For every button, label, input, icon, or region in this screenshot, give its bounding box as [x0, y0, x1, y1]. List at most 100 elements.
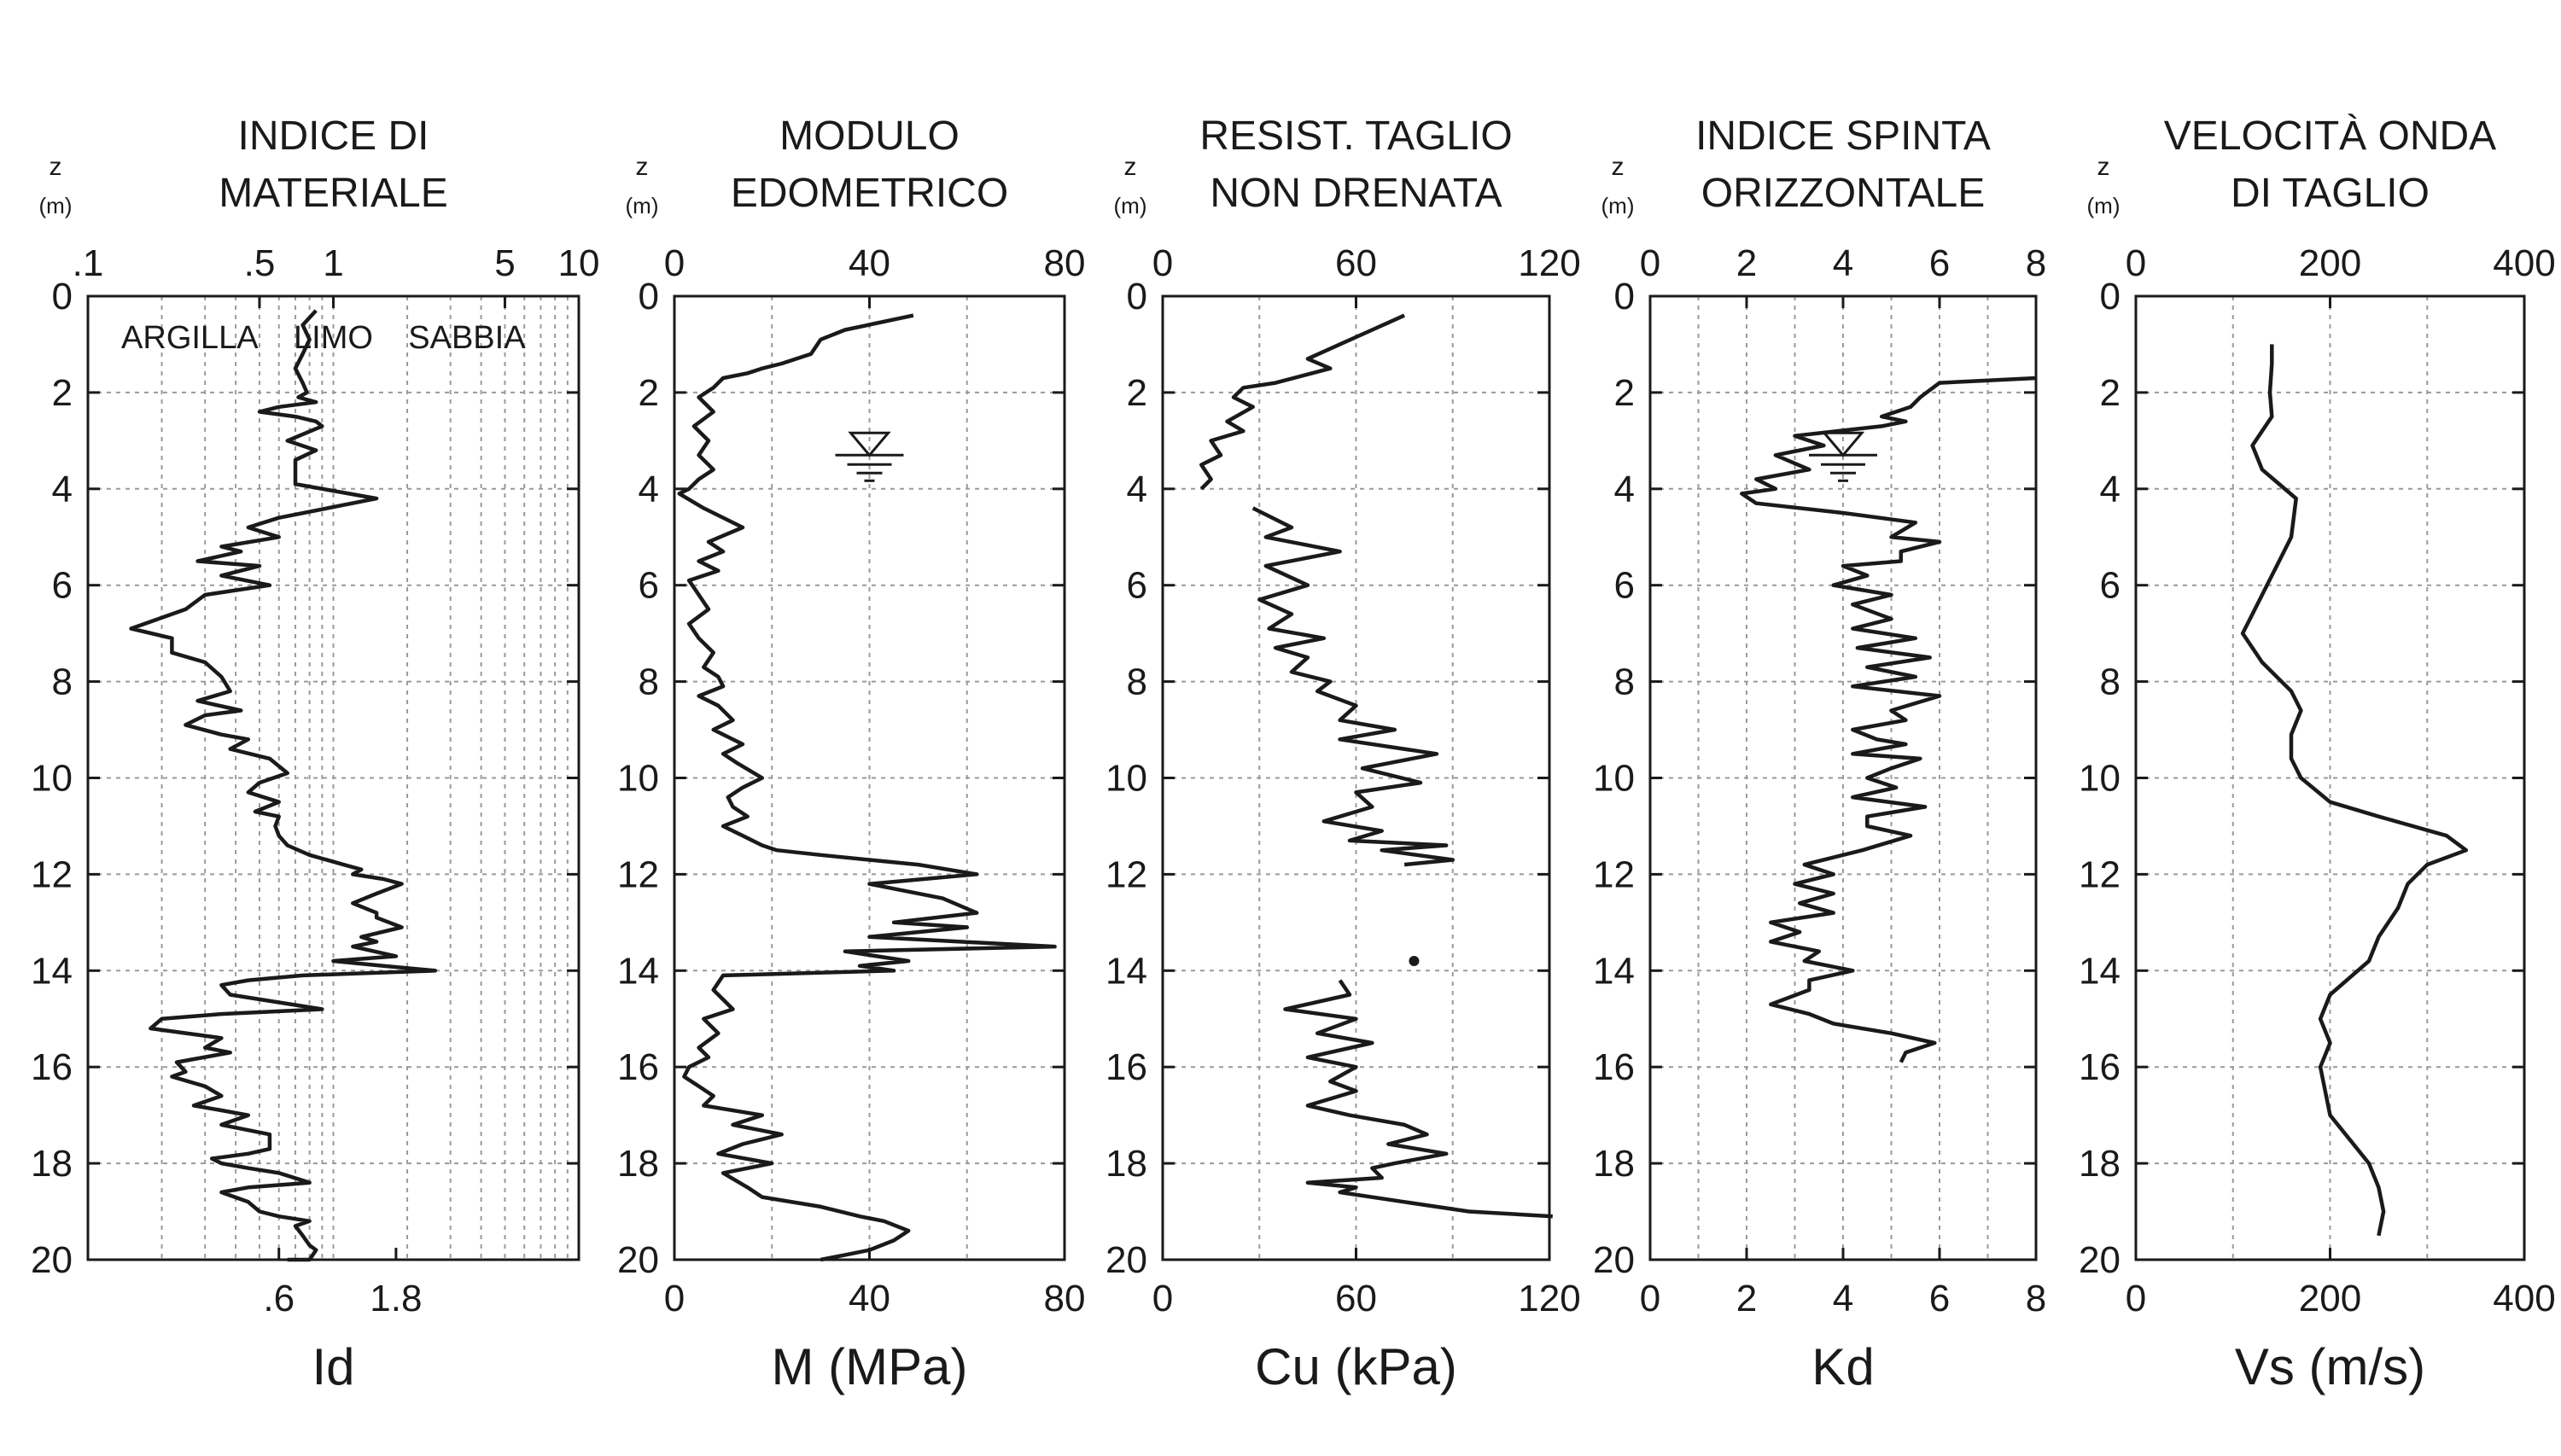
- y-tick-label: 14: [1593, 950, 1635, 992]
- z-axis-label: z: [1612, 153, 1625, 181]
- panel-4: INDICE SPINTAORIZZONTALEz(m)024681012141…: [1593, 114, 2046, 1395]
- z-axis-label: z: [636, 153, 649, 181]
- y-tick-label: 14: [617, 950, 659, 992]
- x-tick-label-top: 40: [849, 242, 890, 284]
- x-tick-label-top: 2: [1736, 242, 1757, 284]
- y-tick-label: 12: [1105, 853, 1147, 895]
- data-point: [1409, 956, 1420, 967]
- x-tick-label-bottom: 1.8: [370, 1278, 422, 1319]
- y-tick-label: 20: [1105, 1239, 1147, 1281]
- water-table-symbol: [835, 431, 904, 482]
- y-tick-label: 8: [639, 661, 659, 703]
- water-table-triangle: [1821, 431, 1865, 457]
- x-tick-label-top: 0: [1640, 242, 1660, 284]
- panel-title-line: EDOMETRICO: [731, 171, 1008, 216]
- y-tick-label: 10: [617, 758, 659, 800]
- y-tick-label: 10: [31, 758, 73, 800]
- y-tick-label: 2: [639, 372, 659, 414]
- y-tick-label: 10: [1593, 758, 1635, 800]
- z-axis-label: z: [2097, 153, 2110, 181]
- panel-title-line: INDICE SPINTA: [1695, 114, 1991, 159]
- x-tick-label-bottom: 8: [2026, 1278, 2046, 1319]
- panel-title-line: RESIST. TAGLIO: [1199, 114, 1512, 159]
- y-tick-label: 18: [617, 1143, 659, 1185]
- x-tick-label-top: 5: [494, 242, 515, 284]
- x-axis-title: M (MPa): [772, 1338, 968, 1395]
- x-tick-label-bottom: 200: [2299, 1278, 2361, 1319]
- panel-title-line: ORIZZONTALE: [1701, 171, 1985, 216]
- panel-title-line: MODULO: [779, 114, 960, 159]
- y-tick-label: 20: [617, 1239, 659, 1281]
- x-axis-title: Kd: [1811, 1338, 1874, 1395]
- y-tick-label: 12: [2079, 853, 2121, 895]
- x-tick-label-top: 400: [2493, 242, 2555, 284]
- profile-series-line: [677, 313, 1057, 1262]
- panel-2: MODULOEDOMETRICOz(m)02468101214161820004…: [617, 114, 1085, 1395]
- panel-title-line: MATERIALE: [219, 171, 448, 216]
- z-axis-label: z: [1124, 153, 1137, 181]
- y-tick-label: 2: [1614, 372, 1635, 414]
- x-tick-label-top: .1: [73, 242, 104, 284]
- z-axis-unit: (m): [1114, 193, 1147, 218]
- x-tick-label-bottom: 4: [1833, 1278, 1853, 1319]
- y-tick-label: 14: [2079, 950, 2121, 992]
- x-tick-label-top: 6: [1929, 242, 1950, 284]
- x-tick-label-top: 8: [2026, 242, 2046, 284]
- x-tick-label-top: .5: [244, 242, 276, 284]
- x-tick-label-top: 0: [1152, 242, 1173, 284]
- profile-series-line: [129, 309, 438, 1262]
- y-tick-label: 8: [2100, 661, 2121, 703]
- y-tick-label: 6: [1127, 565, 1147, 607]
- x-tick-label-bottom: 0: [1152, 1278, 1173, 1319]
- y-tick-label: 6: [639, 565, 659, 607]
- x-tick-label-bottom: 0: [664, 1278, 685, 1319]
- y-tick-label: 16: [1593, 1046, 1635, 1088]
- y-tick-label: 18: [31, 1143, 73, 1185]
- x-tick-label-bottom: 0: [2126, 1278, 2146, 1319]
- y-tick-label: 4: [639, 469, 659, 510]
- x-tick-label-top: 4: [1833, 242, 1853, 284]
- y-tick-label: 0: [2100, 276, 2121, 317]
- x-tick-label-bottom: .6: [263, 1278, 295, 1319]
- y-tick-label: 16: [1105, 1046, 1147, 1088]
- y-tick-label: 6: [1614, 565, 1635, 607]
- y-tick-label: 16: [31, 1046, 73, 1088]
- y-tick-label: 8: [52, 661, 73, 703]
- y-tick-label: 2: [1127, 372, 1147, 414]
- y-tick-label: 2: [52, 372, 73, 414]
- x-tick-label-top: 10: [558, 242, 600, 284]
- z-axis-unit: (m): [626, 193, 659, 218]
- y-tick-label: 14: [1105, 950, 1147, 992]
- x-axis-title: Vs (m/s): [2235, 1338, 2425, 1395]
- y-tick-label: 20: [31, 1239, 73, 1281]
- y-tick-label: 0: [639, 276, 659, 317]
- panel-title-line: NON DRENATA: [1210, 171, 1502, 216]
- y-tick-label: 14: [31, 950, 73, 992]
- water-table-symbol: [1809, 431, 1877, 482]
- panel-title-line: INDICE DI: [237, 114, 429, 159]
- y-tick-label: 18: [1105, 1143, 1147, 1185]
- x-tick-label-top: 1: [323, 242, 343, 284]
- y-tick-label: 2: [2100, 372, 2121, 414]
- x-tick-label-top: 0: [2126, 242, 2146, 284]
- x-tick-label-bottom: 120: [1518, 1278, 1580, 1319]
- y-tick-label: 16: [2079, 1046, 2121, 1088]
- water-table-triangle: [848, 431, 891, 457]
- x-tick-label-top: 60: [1335, 242, 1377, 284]
- y-tick-label: 16: [617, 1046, 659, 1088]
- y-tick-label: 4: [1614, 469, 1635, 510]
- x-tick-label-bottom: 60: [1335, 1278, 1377, 1319]
- z-axis-unit: (m): [2087, 193, 2121, 218]
- y-tick-label: 0: [52, 276, 73, 317]
- soil-zone-label: ARGILLA: [121, 320, 259, 356]
- panel-title-line: DI TAGLIO: [2231, 171, 2430, 216]
- x-tick-label-top: 80: [1044, 242, 1086, 284]
- y-tick-label: 8: [1127, 661, 1147, 703]
- y-tick-label: 20: [2079, 1239, 2121, 1281]
- x-axis-title: Id: [312, 1338, 354, 1395]
- x-axis-title: Cu (kPa): [1255, 1338, 1457, 1395]
- panel-title-line: VELOCITÀ ONDA: [2164, 114, 2496, 159]
